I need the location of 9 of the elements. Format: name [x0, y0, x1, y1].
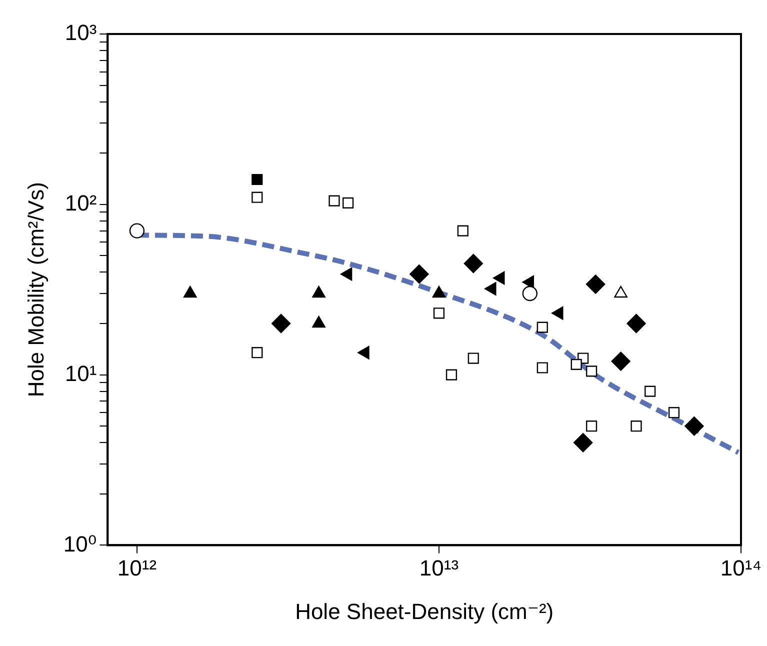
y-tick-label: 10⁰ — [63, 531, 97, 556]
y-tick-label: 10¹ — [64, 360, 97, 386]
y-tick-label: 10³ — [64, 20, 97, 46]
x-tick-label: 10¹⁴ — [720, 555, 762, 580]
y-axis-title: Hole Mobility (cm²/Vs) — [23, 182, 48, 398]
x-axis-title: Hole Sheet-Density (cm⁻²) — [295, 598, 554, 624]
y-tick-label: 10² — [64, 190, 97, 216]
x-tick-label: 10¹³ — [419, 555, 459, 580]
x-tick-label: 10¹² — [117, 555, 157, 580]
